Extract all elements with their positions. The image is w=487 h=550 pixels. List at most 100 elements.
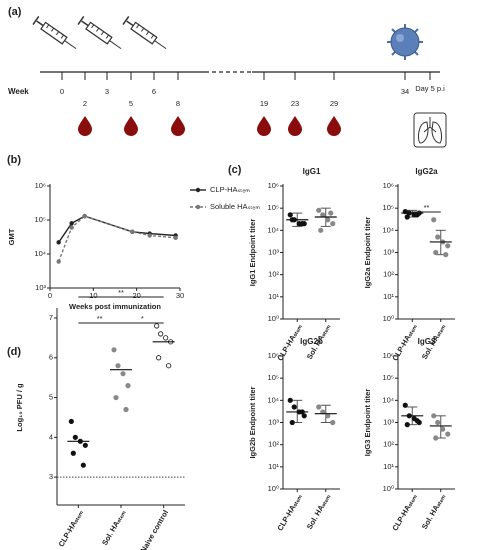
data-point — [433, 435, 439, 441]
data-point — [291, 404, 297, 410]
panel-label: (b) — [7, 154, 21, 166]
data-point — [414, 418, 420, 424]
y-tick-label: 7 — [49, 313, 53, 322]
y-tick-label: 10⁵ — [35, 215, 46, 224]
x-tick-label: 20 — [132, 291, 140, 300]
data-point — [80, 462, 86, 468]
data-point — [173, 235, 178, 240]
data-point — [404, 214, 410, 220]
y-tick-label: 10⁰ — [268, 484, 279, 493]
data-point — [320, 212, 326, 218]
y-tick-label: 10⁴ — [34, 249, 46, 258]
y-tick-label: 10² — [383, 440, 394, 449]
y-tick-label: 10¹ — [268, 462, 279, 471]
syringe-icon — [77, 15, 125, 54]
significance-label: * — [141, 314, 144, 323]
y-tick-label: 10⁴ — [267, 225, 279, 234]
x-tick-label: Sol. HAₛₜₑₘ — [305, 492, 333, 531]
week-label: 29 — [330, 99, 338, 108]
x-tick-label: CLP-HAₛₜₑₘ — [390, 492, 418, 532]
syringe-icon — [122, 15, 170, 54]
data-point — [431, 217, 437, 223]
data-point — [70, 450, 76, 456]
data-point — [316, 207, 322, 213]
x-axis-label: Weeks post immunization — [69, 302, 161, 311]
data-point — [111, 347, 117, 353]
data-point — [56, 259, 61, 264]
y-tick-label: 10¹ — [383, 292, 394, 301]
data-point — [325, 413, 331, 419]
week-label: 2 — [83, 99, 87, 108]
data-point — [445, 243, 451, 249]
panel-label: (c) — [228, 164, 242, 176]
week-label: 6 — [152, 87, 156, 96]
y-tick-label: 6 — [49, 353, 53, 362]
data-point — [147, 233, 152, 238]
blood-drop-icon — [257, 116, 271, 136]
series-line — [58, 215, 176, 243]
y-tick-label: 10⁰ — [383, 314, 394, 323]
y-tick-label: 10⁰ — [383, 484, 394, 493]
x-tick-label: Naive control — [139, 508, 171, 550]
x-tick-label: CLP-HAₛₜₑₘ — [275, 492, 303, 532]
data-point — [435, 419, 441, 426]
y-tick-label: 3 — [49, 472, 53, 481]
data-point — [115, 363, 121, 369]
blood-drop-icon — [124, 116, 138, 136]
end-label: Day 5 p.i — [415, 84, 445, 93]
y-tick-label: 10² — [268, 440, 279, 449]
blood-drop-icon — [171, 116, 185, 136]
y-tick-label: 10⁵ — [383, 203, 394, 212]
data-point — [56, 240, 61, 245]
data-point — [82, 442, 88, 448]
data-point — [435, 234, 441, 240]
data-point — [68, 418, 74, 425]
data-point — [287, 397, 293, 403]
week-label: 8 — [176, 99, 180, 108]
y-tick-label: 4 — [49, 432, 53, 441]
chart-title: IgG2b — [300, 337, 323, 346]
y-tick-label: 10⁴ — [382, 225, 394, 234]
data-point — [328, 210, 334, 216]
x-tick-label: 30 — [176, 291, 184, 300]
data-point — [287, 212, 293, 218]
x-tick-label: CLP-HAₛₜₑₘ — [390, 322, 418, 362]
data-point — [120, 371, 126, 377]
y-tick-label: 10⁶ — [383, 351, 394, 360]
data-point — [113, 394, 119, 401]
x-tick-label: CLP-HAₛₜₑₘ — [57, 508, 85, 548]
data-point — [431, 413, 437, 419]
blood-drop-icon — [288, 116, 302, 136]
week-label: 23 — [291, 99, 299, 108]
y-tick-label: 10² — [268, 270, 279, 279]
blood-drop-icon — [78, 116, 92, 136]
week-label: 34 — [401, 87, 409, 96]
y-axis-label: IgG2b Endpoint titer — [248, 386, 257, 458]
y-tick-label: 10³ — [268, 247, 279, 256]
x-tick-label: 0 — [48, 291, 52, 300]
y-tick-label: 10³ — [383, 417, 394, 426]
legend-swatch — [195, 187, 201, 193]
blood-drop-icon — [327, 116, 341, 136]
data-point — [404, 422, 410, 428]
x-tick-label: 10 — [89, 291, 97, 300]
data-point — [166, 363, 172, 369]
y-axis-label: IgG2a Endpoint titer — [363, 217, 372, 289]
y-axis-label: IgG1 Endpoint titer — [248, 219, 257, 287]
y-tick-label: 10⁶ — [268, 351, 279, 360]
week-label: 3 — [105, 87, 109, 96]
axis-label: Week — [8, 87, 29, 96]
data-point — [433, 249, 439, 256]
data-point — [316, 404, 322, 410]
significance-label: ** — [424, 203, 430, 212]
data-point — [330, 221, 336, 227]
y-tick-label: 10⁵ — [268, 373, 279, 382]
y-tick-label: 10⁴ — [382, 395, 394, 404]
syringe-icon — [32, 15, 80, 54]
lungs-icon — [413, 112, 447, 148]
y-tick-label: 10² — [383, 270, 394, 279]
legend-swatch — [195, 204, 201, 210]
panel-label: (d) — [7, 346, 21, 358]
y-tick-label: 10⁵ — [268, 203, 279, 212]
y-tick-label: 10³ — [383, 247, 394, 256]
